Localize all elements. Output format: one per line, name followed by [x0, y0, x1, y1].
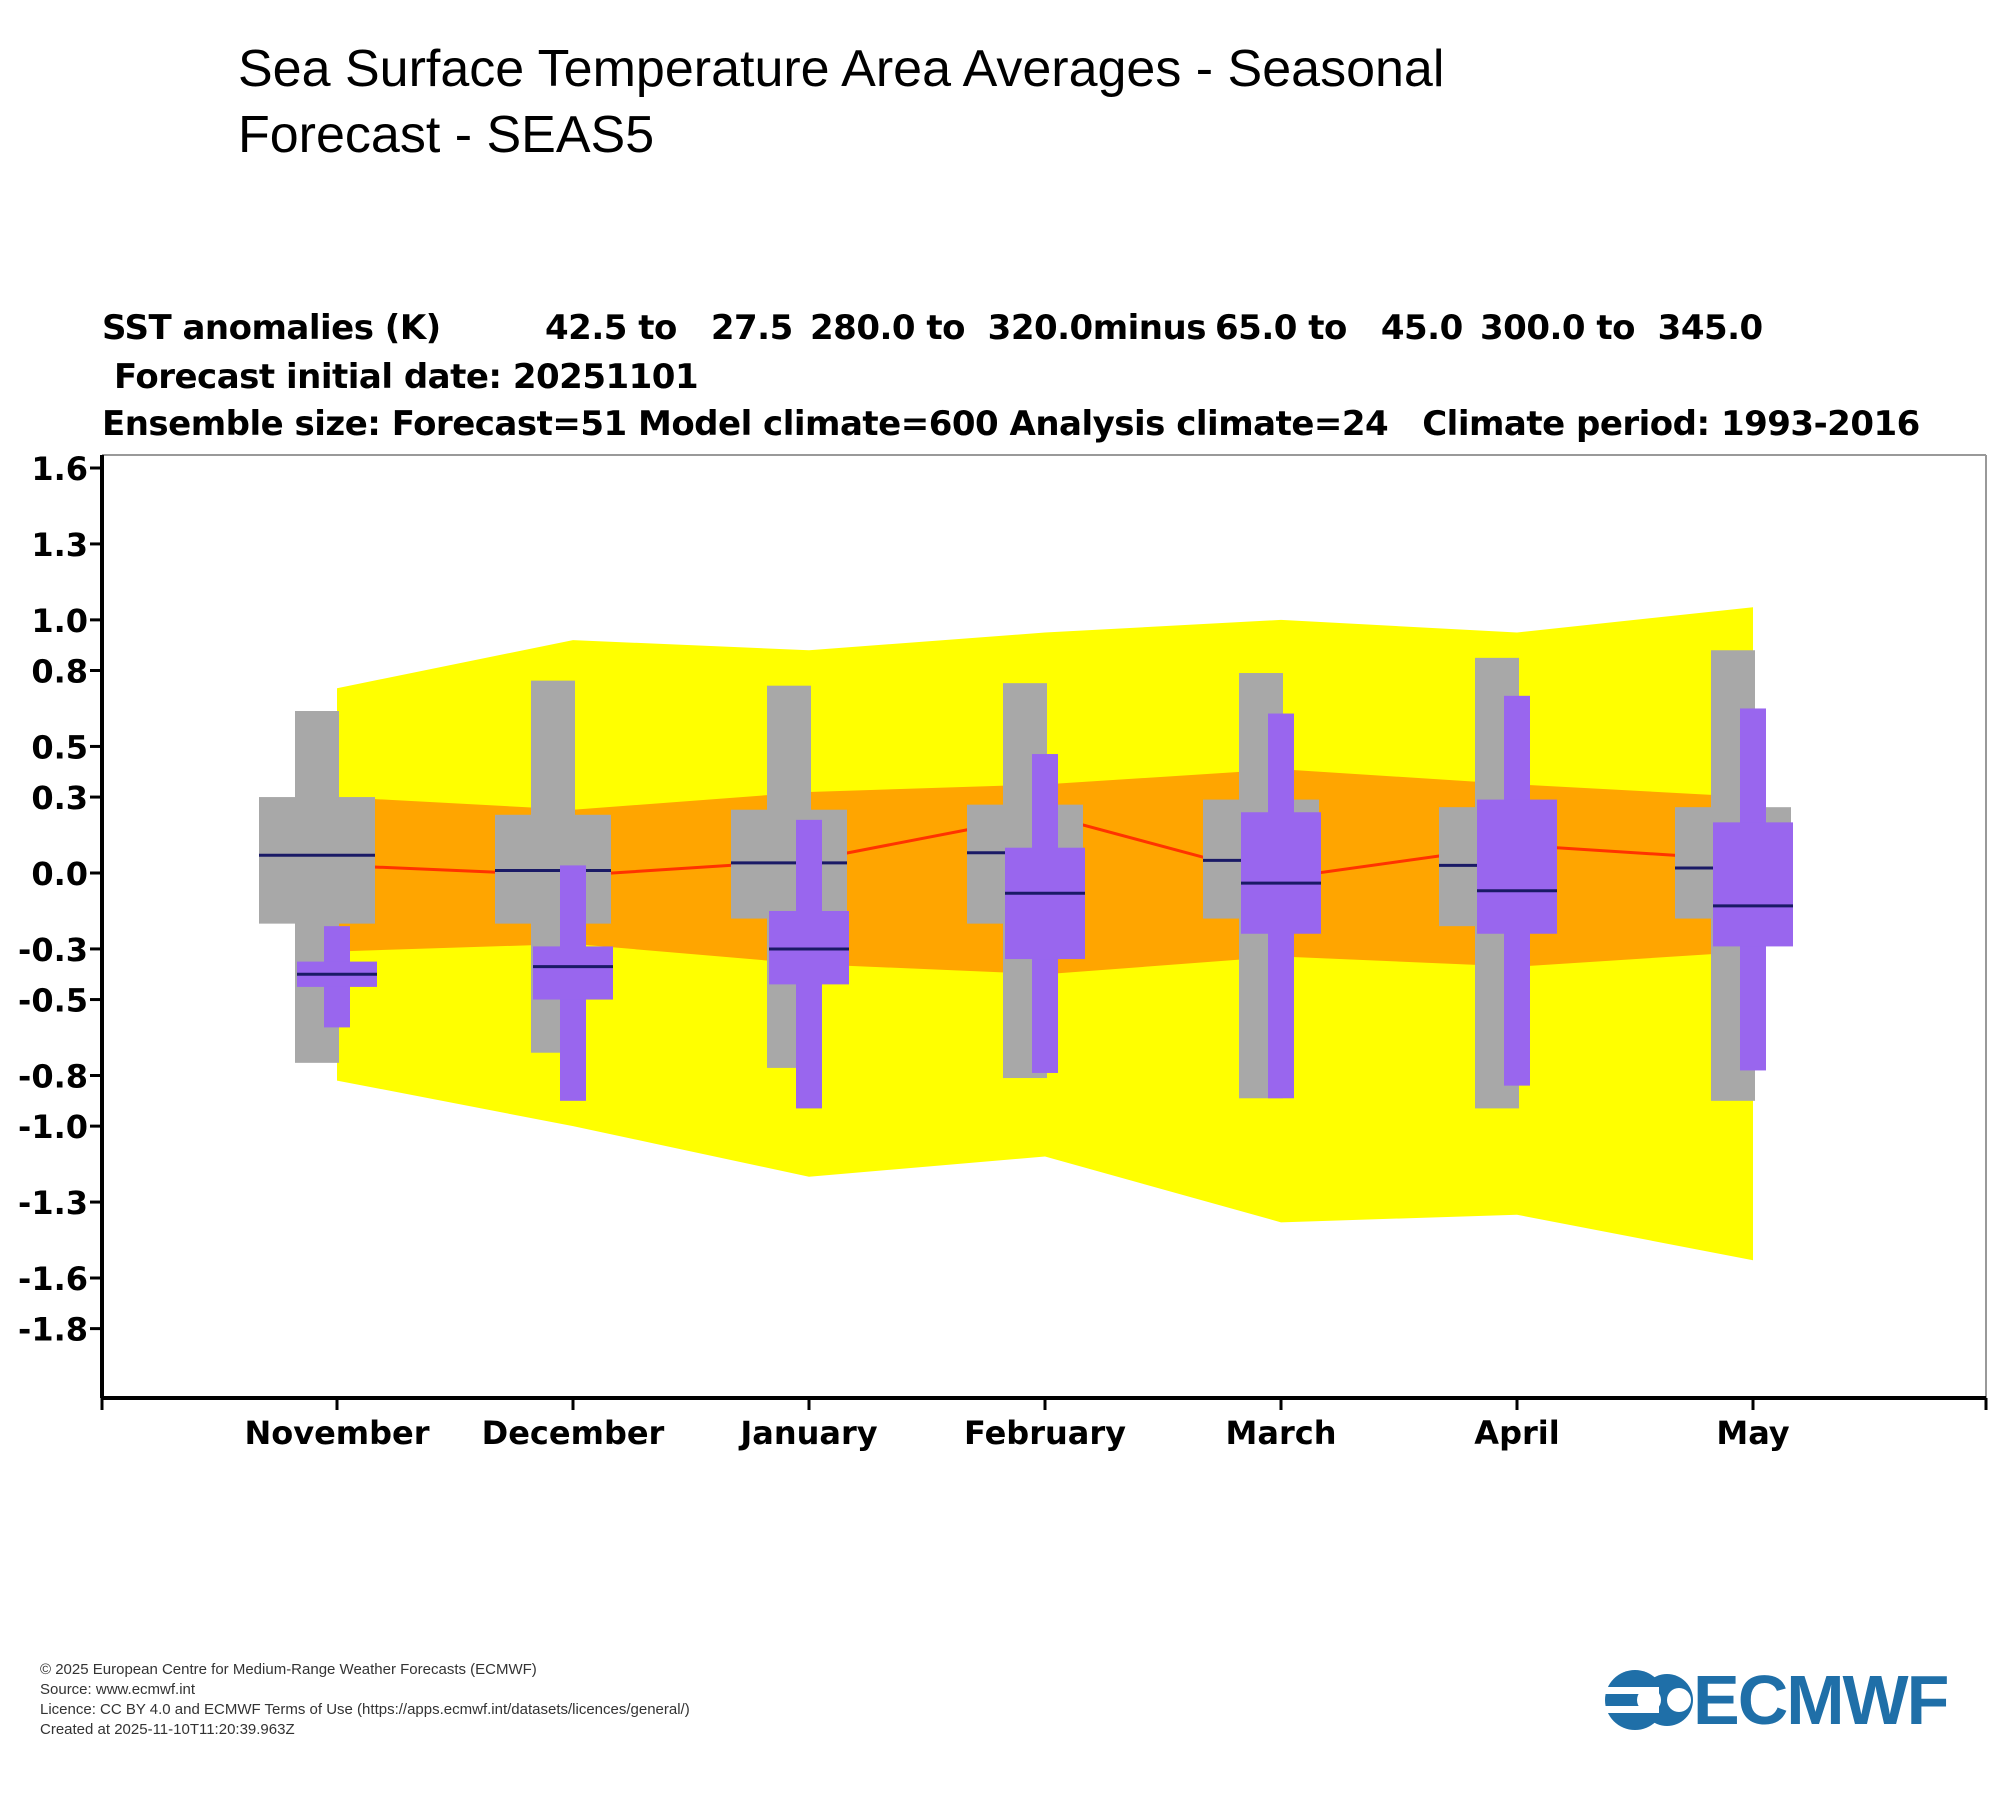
ecmwf-logo: ECMWF — [1605, 1661, 1975, 1739]
x-tick-label: December — [482, 1414, 665, 1452]
footer-copyright: © 2025 European Centre for Medium-Range … — [40, 1661, 537, 1678]
header-longitude-range: 280.0 to 320.0minus — [810, 308, 1206, 348]
y-tick-label: 0.5 — [31, 728, 88, 766]
x-tick-label: January — [738, 1414, 877, 1452]
forecast-box — [1713, 822, 1793, 947]
month-box-group-november — [259, 711, 377, 1063]
y-tick-label: -1.0 — [18, 1108, 88, 1146]
x-tick-label: March — [1226, 1414, 1337, 1452]
month-box-group-april — [1439, 657, 1557, 1109]
x-tick-label: February — [964, 1414, 1126, 1452]
footer-created: Created at 2025-11-10T11:20:39.963Z — [40, 1721, 295, 1738]
y-tick-label: -0.8 — [18, 1058, 88, 1096]
header-latitude-range: 42.5 to 27.5 — [545, 308, 793, 348]
y-tick-label: 0.0 — [31, 855, 88, 893]
forecast-box — [533, 946, 613, 1000]
footer-licence: Licence: CC BY 4.0 and ECMWF Terms of Us… — [40, 1701, 690, 1718]
y-tick-label: 1.0 — [31, 602, 88, 640]
header-variable-label: SST anomalies (K) — [102, 308, 441, 348]
month-box-group-december — [495, 680, 613, 1101]
month-box-group-january — [731, 685, 849, 1109]
y-tick-label: 0.3 — [31, 779, 88, 817]
forecast-box — [1477, 799, 1557, 934]
x-tick-label: April — [1474, 1414, 1559, 1452]
model-climate-box — [259, 797, 375, 924]
y-tick-label: -0.5 — [18, 982, 88, 1020]
x-tick-label: November — [244, 1414, 429, 1452]
y-tick-label: 1.3 — [31, 526, 88, 564]
month-box-group-february — [967, 683, 1085, 1079]
y-tick-label: -1.3 — [18, 1184, 88, 1222]
y-tick-label: -1.8 — [18, 1311, 88, 1349]
footer-source: Source: www.ecmwf.int — [40, 1681, 196, 1698]
ecmwf-logo-text: ECMWF — [1693, 1661, 1949, 1739]
header-ensemble-info: Ensemble size: Forecast=51 Model climate… — [102, 404, 1920, 444]
y-tick-label: 0.8 — [31, 653, 88, 691]
x-tick-label: May — [1716, 1414, 1789, 1452]
header-minus-longitude-range: 300.0 to 345.0 — [1480, 308, 1763, 348]
y-tick-label: -1.6 — [18, 1260, 88, 1298]
header-initial-date: Forecast initial date: 20251101 — [114, 357, 699, 397]
y-tick-label: -0.3 — [18, 931, 88, 969]
y-tick-label: 1.6 — [31, 450, 88, 488]
forecast-box — [1005, 847, 1085, 960]
month-box-group-may — [1675, 650, 1793, 1101]
chart-title: Sea Surface Temperature Area Averages - … — [238, 40, 1445, 164]
month-box-group-march — [1203, 673, 1321, 1099]
footer: © 2025 European Centre for Medium-Range … — [40, 1660, 690, 1740]
ecmwf-logo-icon — [1605, 1670, 1693, 1730]
forecast-box — [1241, 812, 1321, 934]
header-minus-latitude-range: 65.0 to 45.0 — [1215, 308, 1463, 348]
